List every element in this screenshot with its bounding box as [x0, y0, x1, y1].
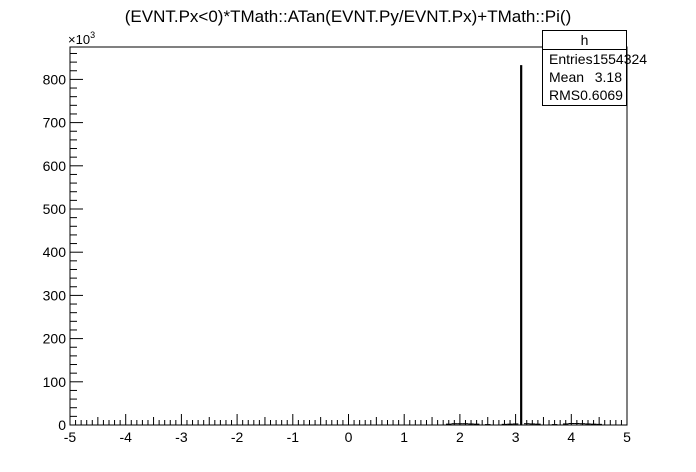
y-tick-label: 400: [43, 244, 67, 260]
stats-mean-value: 3.18: [594, 69, 622, 85]
stats-row-entries: Entries 1554324: [543, 50, 647, 68]
y-tick-labels: 0 100 200 300 400 500 600 700 800: [43, 71, 67, 433]
x-tick-label: 1: [400, 429, 408, 445]
x-tick-label: 2: [456, 429, 464, 445]
y-tick-label: 200: [43, 331, 67, 347]
y-exponent-base: ×10: [68, 32, 90, 47]
stats-mean-label: Mean: [549, 69, 585, 85]
axis-ticks: [69, 52, 628, 426]
x-tick-label: -1: [287, 429, 300, 445]
histogram-bins: [445, 65, 602, 426]
stats-entries-label: Entries: [549, 51, 593, 67]
x-tick-label: -5: [64, 429, 77, 445]
x-tick-label: -3: [175, 429, 188, 445]
stats-box: h Entries 1554324 Mean 3.18 RMS 0.6069: [542, 30, 647, 106]
chart-title: (EVNT.Px<0)*TMath::ATan(EVNT.Py/EVNT.Px)…: [125, 7, 572, 26]
y-exponent-power: 3: [90, 30, 95, 40]
y-tick-label: 800: [43, 71, 67, 87]
x-tick-label: 4: [567, 429, 575, 445]
y-tick-label: 700: [43, 115, 67, 131]
y-tick-label: 500: [43, 201, 67, 217]
y-tick-label: 300: [43, 287, 67, 303]
y-exponent-label: ×103: [68, 30, 95, 47]
x-tick-label: -2: [231, 429, 244, 445]
x-tick-label: 0: [345, 429, 353, 445]
stats-title: h: [543, 31, 626, 50]
x-tick-label: 5: [623, 429, 631, 445]
y-tick-label: 0: [58, 417, 66, 433]
stats-row-rms: RMS 0.6069: [543, 86, 626, 104]
stats-row-mean: Mean 3.18: [543, 68, 626, 86]
x-tick-labels: -5 -4 -3 -2 -1 0 1 2 3 4 5: [64, 429, 631, 445]
y-tick-label: 100: [43, 374, 67, 390]
x-tick-label: -4: [119, 429, 132, 445]
stats-rms-label: RMS: [549, 87, 581, 103]
stats-entries-value: 1554324: [592, 51, 648, 67]
x-tick-label: 3: [512, 429, 520, 445]
stats-rms-value: 0.6069: [580, 87, 623, 103]
y-tick-label: 600: [43, 158, 67, 174]
